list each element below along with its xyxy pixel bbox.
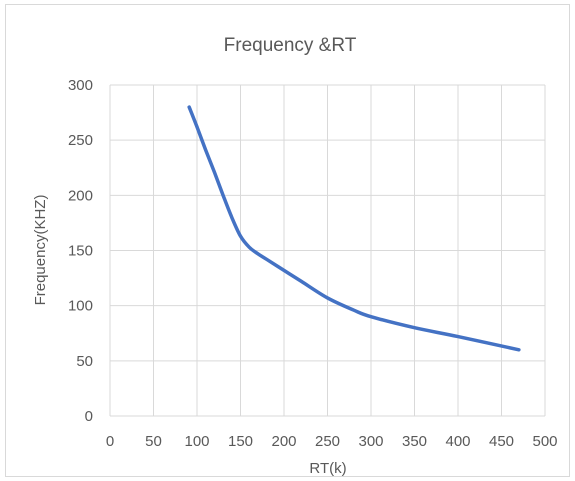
x-tick-label: 100 bbox=[184, 433, 209, 450]
series-line bbox=[187, 105, 521, 352]
x-tick-label: 0 bbox=[106, 433, 114, 450]
x-tick-label: 400 bbox=[445, 433, 470, 450]
x-tick-label: 450 bbox=[489, 433, 514, 450]
series-layer bbox=[187, 105, 521, 352]
y-tick-label: 200 bbox=[68, 187, 93, 204]
tick-labels: 0 50 100 150 200 250 300 0 50 100 150 200 250 300 350 4… bbox=[68, 77, 558, 450]
y-tick-label: 150 bbox=[68, 243, 93, 260]
y-tick-label: 0 bbox=[85, 408, 93, 425]
x-tick-label: 250 bbox=[315, 433, 340, 450]
y-axis-label: Frequency(KHZ) bbox=[32, 195, 49, 306]
x-tick-label: 50 bbox=[145, 433, 162, 450]
x-tick-label: 300 bbox=[358, 433, 383, 450]
grid-lines bbox=[109, 84, 546, 417]
x-tick-label: 150 bbox=[228, 433, 253, 450]
y-tick-label: 100 bbox=[68, 298, 93, 315]
x-tick-label: 500 bbox=[532, 433, 557, 450]
x-tick-label: 200 bbox=[271, 433, 296, 450]
y-tick-label: 50 bbox=[76, 353, 93, 370]
chart-title: Frequency &RT bbox=[224, 35, 357, 56]
x-axis-label: RT(k) bbox=[309, 460, 346, 477]
y-tick-label: 300 bbox=[68, 77, 93, 94]
x-tick-label: 350 bbox=[402, 433, 427, 450]
chart-frame bbox=[5, 4, 570, 477]
y-tick-label: 250 bbox=[68, 132, 93, 149]
